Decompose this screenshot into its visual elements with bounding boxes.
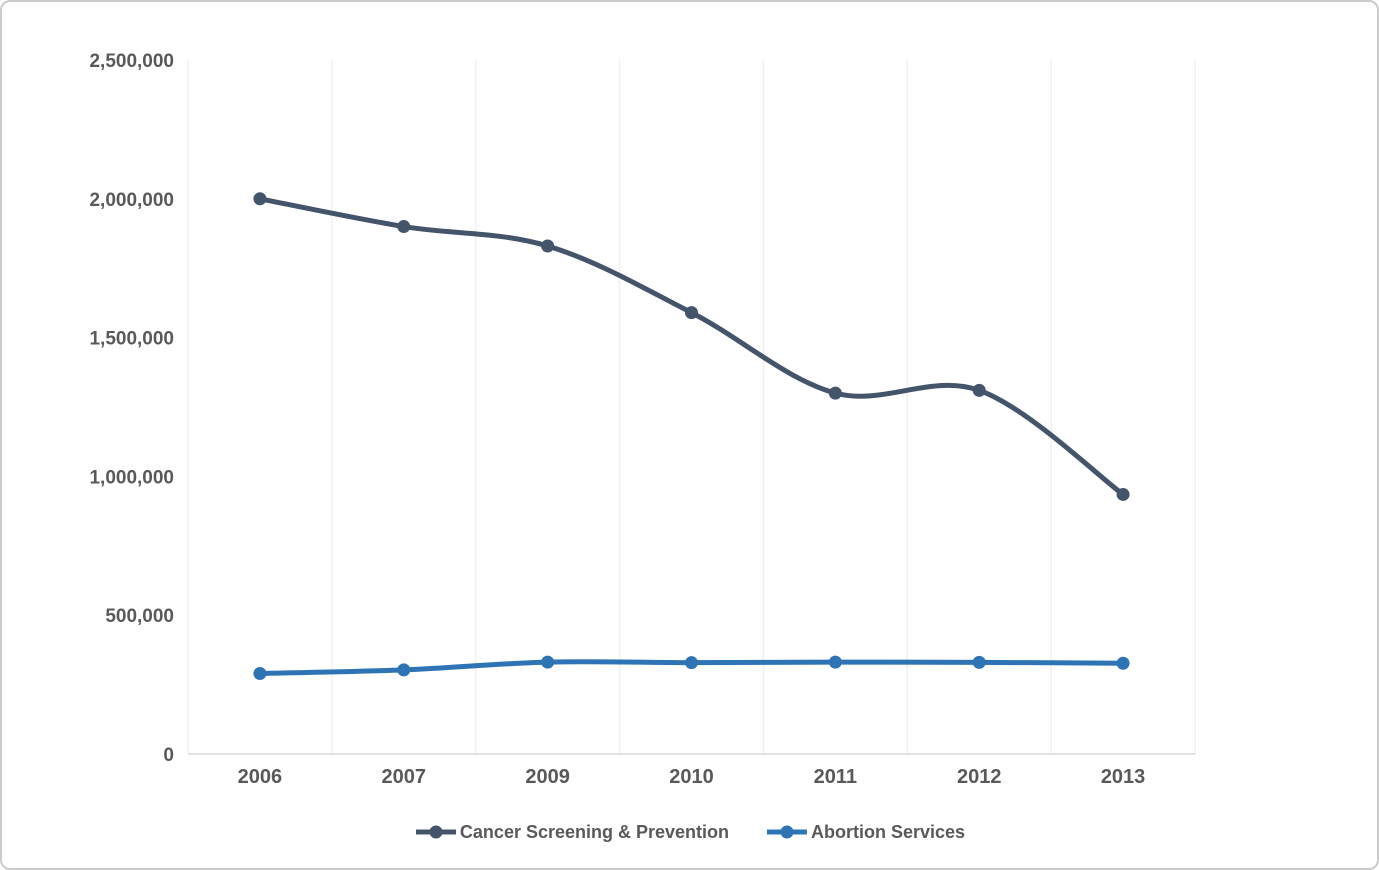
y-tick-label: 2,000,000 <box>89 190 174 211</box>
y-axis-labels: 0 500,000 1,000,000 1,500,000 2,000,000 2,500… <box>89 51 174 766</box>
legend-label-abortion-services: Abortion Services <box>811 821 966 842</box>
x-tick-label: 2011 <box>814 766 857 788</box>
x-tick-label: 2006 <box>238 766 283 788</box>
x-tick-label: 2009 <box>525 766 570 788</box>
y-tick-label: 500,000 <box>105 606 174 627</box>
data-point-marker <box>1116 656 1130 670</box>
x-axis-labels: 2006 2007 2009 2010 2011 2012 2013 <box>238 766 1146 788</box>
y-tick-label: 2,500,000 <box>89 51 174 72</box>
data-point-marker <box>972 383 986 397</box>
legend-label-cancer-screening-prevention: Cancer Screening & Prevention <box>459 821 730 842</box>
y-tick-label: 1,000,000 <box>89 467 174 488</box>
x-tick-label: 2010 <box>669 766 714 788</box>
chart-legend: Cancer Screening & Prevention Abortion S… <box>2 817 1377 847</box>
data-point-marker <box>972 655 986 669</box>
line-dot-marker-icon <box>414 824 458 840</box>
x-tick-label: 2012 <box>957 766 1002 788</box>
y-tick-label: 1,500,000 <box>89 329 174 350</box>
legend-item-abortion-services: Abortion Services <box>765 822 965 843</box>
line-dot-marker-icon <box>765 824 809 840</box>
y-tick-label: 0 <box>163 745 174 766</box>
data-point-marker <box>397 663 411 677</box>
data-point-marker <box>253 192 267 206</box>
data-point-marker <box>685 306 698 320</box>
data-point-marker <box>541 655 555 669</box>
gridlines <box>187 60 1196 754</box>
data-point-marker <box>828 655 842 669</box>
data-point-marker <box>397 220 411 234</box>
series-abortion-services <box>253 655 1130 680</box>
data-point-marker <box>1116 487 1130 501</box>
series-cancer-screening-prevention <box>253 192 1130 501</box>
x-tick-label: 2013 <box>1101 766 1146 788</box>
x-tick-label: 2007 <box>382 766 427 788</box>
data-point-marker <box>541 239 555 253</box>
series-line-cancer-screening-prevention <box>257 196 1126 497</box>
data-point-marker <box>828 386 842 400</box>
legend-item-cancer-screening-prevention: Cancer Screening & Prevention <box>414 822 729 843</box>
data-point-marker <box>253 666 267 680</box>
data-point-marker <box>685 656 698 670</box>
